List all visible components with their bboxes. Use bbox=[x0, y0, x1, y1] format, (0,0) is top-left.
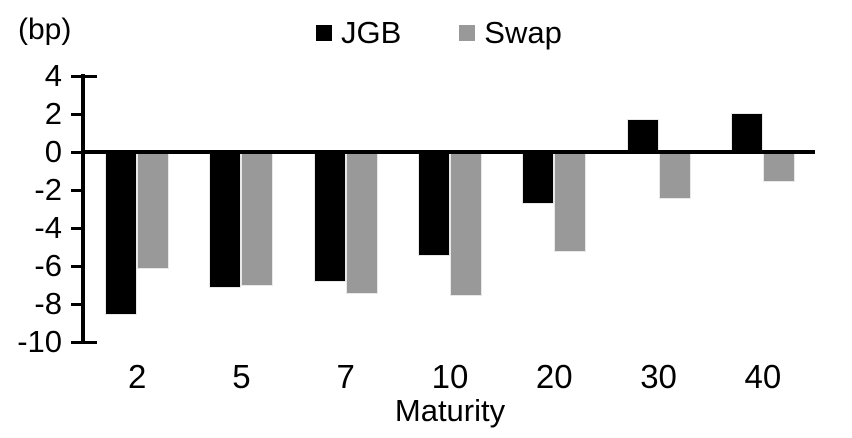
y-axis-tick bbox=[71, 264, 81, 268]
y-axis-tick-label: 2 bbox=[44, 96, 62, 131]
bar-jgb-40 bbox=[730, 113, 763, 153]
y-axis-tick bbox=[71, 74, 81, 78]
bar-jgb-30 bbox=[626, 118, 659, 153]
x-axis-title: Maturity bbox=[394, 393, 506, 428]
y-axis-tick-label: -4 bbox=[34, 210, 62, 245]
x-axis-tick-label: 30 bbox=[640, 358, 677, 395]
bar-swap-30 bbox=[658, 151, 691, 199]
zero-line bbox=[81, 150, 815, 154]
bar-jgb-5 bbox=[209, 151, 242, 288]
y-axis-tick-label: -2 bbox=[34, 172, 62, 207]
bar-swap-10 bbox=[450, 151, 482, 296]
x-axis-tick-label: 7 bbox=[336, 358, 355, 395]
legend-item-swap: Swap bbox=[459, 16, 562, 50]
y-axis-tick bbox=[71, 112, 81, 116]
y-axis-tick bbox=[71, 150, 81, 154]
x-axis-tick-label: 2 bbox=[127, 358, 147, 395]
bar-swap-40 bbox=[762, 151, 795, 182]
bar-swap-2 bbox=[137, 151, 170, 269]
bar-jgb-7 bbox=[313, 150, 346, 283]
legend-label: Swap bbox=[484, 15, 562, 50]
y-axis-top-cap bbox=[85, 74, 97, 78]
y-axis-tick-label: 4 bbox=[44, 58, 62, 93]
y-axis-tick-label: 0 bbox=[44, 134, 62, 169]
x-axis-tick-label: 10 bbox=[431, 358, 469, 395]
y-axis-tick-label: -8 bbox=[34, 286, 62, 321]
y-axis-tick bbox=[71, 188, 81, 192]
y-axis-bottom-cap bbox=[85, 340, 97, 344]
bar-jgb-20 bbox=[522, 150, 555, 205]
y-axis-tick bbox=[71, 340, 81, 344]
bar-swap-20 bbox=[554, 151, 587, 252]
y-axis-tick-label: -6 bbox=[34, 248, 62, 283]
legend-swatch-icon bbox=[316, 25, 332, 41]
y-axis-tick bbox=[71, 226, 81, 230]
y-axis-unit-label: (bp) bbox=[18, 13, 72, 46]
x-axis-tick-label: 40 bbox=[744, 358, 782, 395]
legend-label: JGB bbox=[341, 15, 402, 50]
legend-item-jgb: JGB bbox=[316, 16, 401, 50]
legend: JGB Swap bbox=[316, 16, 562, 50]
y-axis-tick-label: -10 bbox=[17, 324, 62, 359]
x-axis-tick-label: 5 bbox=[232, 358, 251, 395]
y-axis-line bbox=[81, 74, 85, 344]
x-axis-tick-label: 20 bbox=[535, 358, 573, 395]
y-axis-tick bbox=[71, 302, 81, 306]
bar-swap-5 bbox=[241, 151, 274, 286]
legend-swatch-icon bbox=[459, 25, 476, 41]
bar-jgb-10 bbox=[418, 151, 450, 256]
bar-jgb-2 bbox=[105, 151, 138, 315]
bar-swap-7 bbox=[345, 151, 378, 294]
